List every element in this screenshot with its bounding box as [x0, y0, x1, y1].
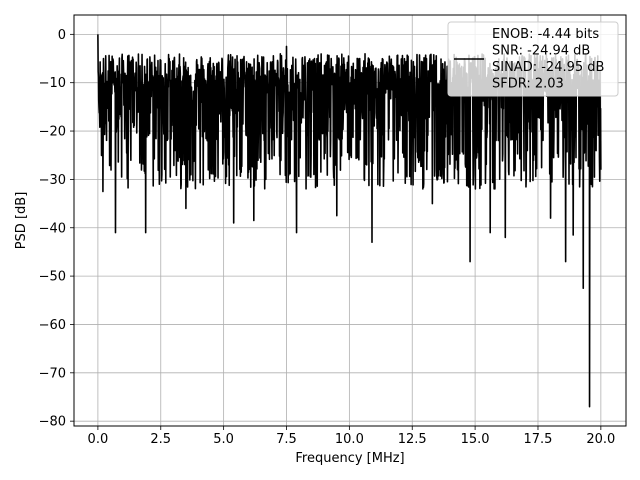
legend-entry-enob: ENOB: -4.44 bits [492, 27, 599, 42]
y-tick-label: −80 [39, 415, 66, 430]
x-tick-label: 12.5 [398, 432, 427, 447]
x-tick-label: 7.5 [276, 432, 297, 447]
y-tick-label: −40 [39, 221, 66, 236]
y-tick-label: −20 [39, 125, 66, 140]
x-tick-label: 0.0 [88, 432, 109, 447]
legend-box [447, 21, 619, 97]
y-tick-label: −70 [39, 366, 66, 381]
y-axis-label: PSD [dB] [14, 192, 29, 250]
y-tick-label: −30 [39, 173, 66, 188]
x-axis-ticks: 0.0 2.5 5.0 7.5 10.0 12.5 15.0 17.5 20.0 [88, 426, 615, 447]
x-tick-label: 5.0 [213, 432, 234, 447]
y-tick-label: −60 [39, 318, 66, 333]
x-tick-label: 15.0 [461, 432, 490, 447]
x-tick-label: 17.5 [524, 432, 553, 447]
legend: ENOB: -4.44 bits SNR: -24.94 dB SINAD: -… [447, 21, 619, 97]
x-tick-label: 10.0 [335, 432, 364, 447]
y-tick-label: −10 [39, 76, 66, 91]
legend-entry-snr: SNR: -24.94 dB [492, 44, 590, 59]
x-tick-label: 2.5 [150, 432, 171, 447]
legend-entry-sfdr: SFDR: 2.03 [492, 77, 564, 92]
legend-entry-sinad: SINAD: -24.95 dB [492, 60, 604, 75]
x-axis-label: Frequency [MHz] [295, 451, 404, 466]
axes-frame [73, 14, 627, 427]
x-tick-label: 20.0 [586, 432, 615, 447]
y-tick-label: 0 [58, 28, 66, 43]
y-tick-label: −50 [39, 270, 66, 285]
y-axis-ticks: 0 −10 −20 −30 −40 −50 −60 −70 −80 [39, 28, 74, 430]
